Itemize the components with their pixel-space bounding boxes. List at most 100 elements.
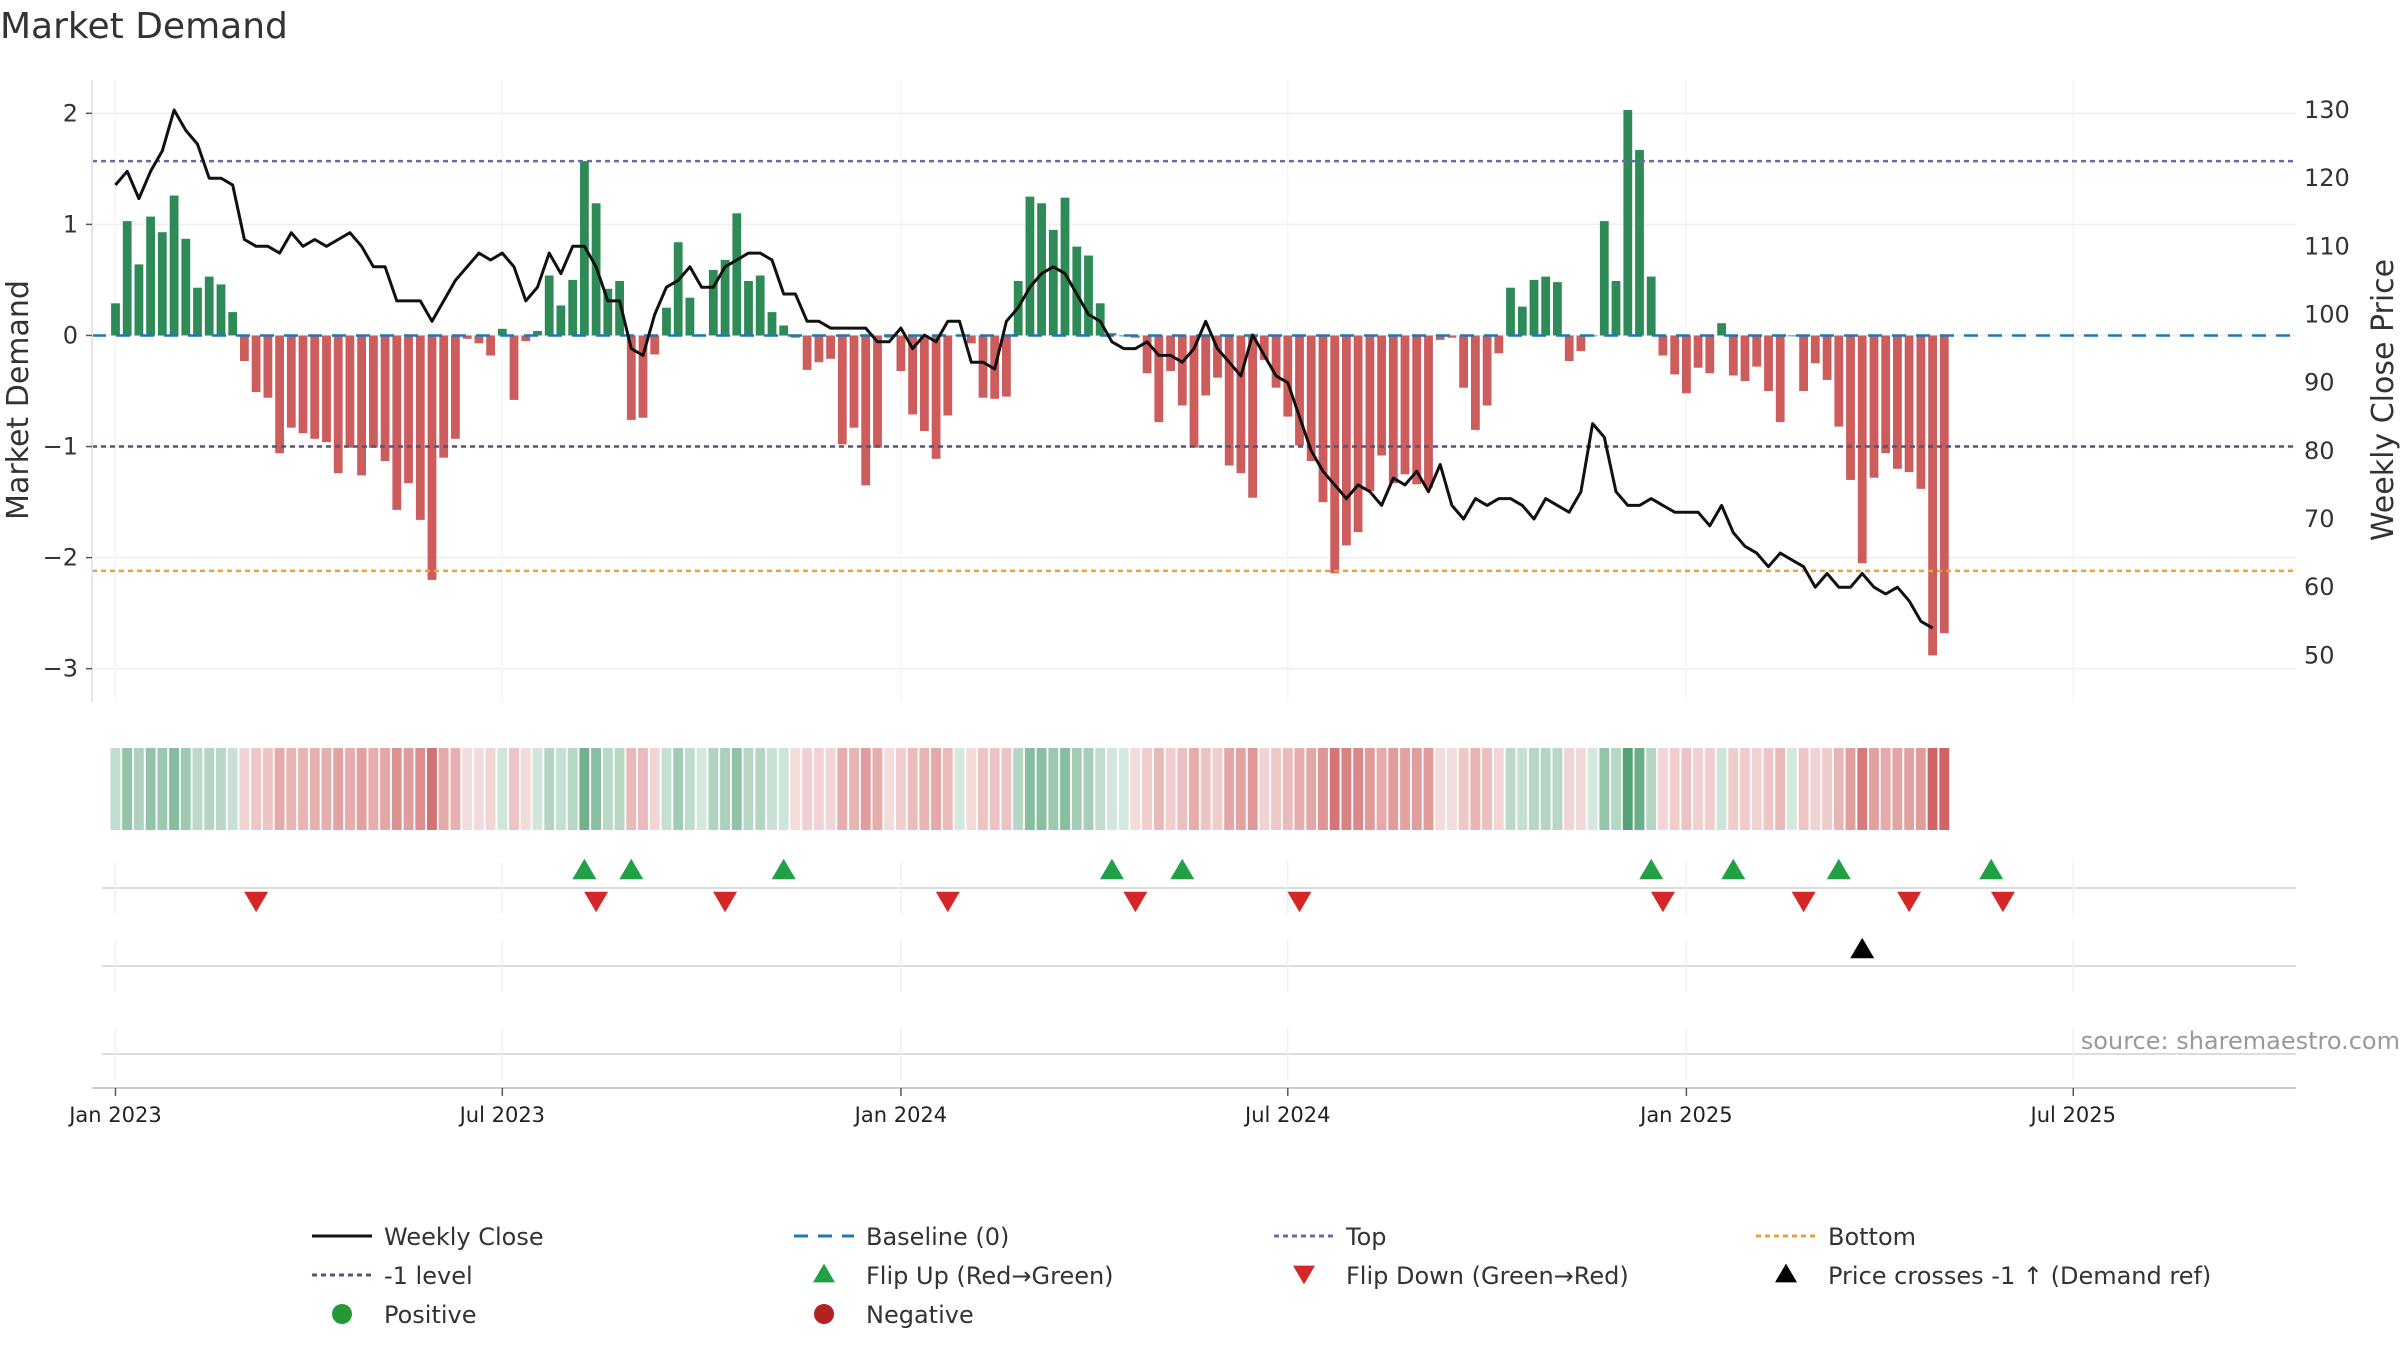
demand-bar <box>1623 110 1633 336</box>
right-tick-label: 110 <box>2304 232 2350 260</box>
demand-bar <box>1002 335 1011 397</box>
chart-title: Market Demand <box>0 6 288 47</box>
demand-bar <box>1342 335 1351 546</box>
legend-item: Top <box>1274 1223 1387 1251</box>
strip-cell <box>427 748 437 830</box>
legend-item: Bottom <box>1756 1223 1916 1251</box>
source-credit: source: sharemaestro.com <box>2081 1027 2400 1055</box>
demand-bar <box>1916 335 1926 489</box>
legend-item: Flip Up (Red→Green) <box>813 1262 1114 1290</box>
demand-bar <box>1447 335 1457 338</box>
demand-bar <box>228 312 238 336</box>
strip-cell <box>1915 748 1926 830</box>
strip-cell <box>262 748 273 830</box>
right-tick-label: 70 <box>2304 505 2335 533</box>
right-axis: 130 120 110 100 90 80 70 60 50 <box>2304 96 2350 669</box>
demand-bar <box>1377 335 1386 456</box>
demand-bar <box>1693 335 1703 368</box>
strip-cell <box>145 748 156 830</box>
strip-cell <box>239 748 250 830</box>
strip-cell <box>954 748 965 830</box>
demand-bar <box>1728 335 1738 376</box>
demand-bar <box>1166 335 1175 371</box>
legend-cross-icon <box>1775 1263 1797 1283</box>
legend-label: Top <box>1345 1223 1387 1251</box>
strip-cell <box>1259 748 1270 830</box>
demand-bar <box>1846 335 1855 480</box>
demand-bar <box>1353 335 1363 533</box>
demand-bar <box>1611 281 1621 336</box>
legend-flip-up-icon <box>813 1263 835 1283</box>
right-tick-label: 130 <box>2304 96 2350 124</box>
strip-cell <box>1388 748 1399 830</box>
strip-cell <box>767 748 777 830</box>
strip-cell <box>368 748 379 830</box>
strip-cell <box>1411 748 1422 830</box>
strip-cell <box>497 748 508 830</box>
strip-cell <box>825 748 836 830</box>
demand-bar <box>122 221 132 336</box>
demand-bar <box>497 328 507 336</box>
strip-cell <box>1564 748 1575 830</box>
strip-cell <box>1927 748 1938 830</box>
strip-cell <box>1775 748 1786 830</box>
strip-cell <box>884 748 895 830</box>
demand-bar <box>1213 335 1222 378</box>
strip-cell <box>1575 748 1586 830</box>
strip-cell <box>860 748 871 830</box>
demand-bar <box>146 216 155 336</box>
strip-cell <box>708 748 719 830</box>
strip-cell <box>1857 748 1868 830</box>
demand-bar <box>1142 335 1152 374</box>
right-tick-label: 60 <box>2304 573 2335 601</box>
x-tick-label: Jul 2024 <box>1243 1103 1330 1127</box>
flip-down-marker <box>1897 891 1922 913</box>
demand-bar <box>1025 196 1035 336</box>
flip-up-marker <box>1639 858 1664 880</box>
flip-up-marker <box>1826 858 1851 880</box>
strip-cell <box>1646 748 1657 830</box>
strip-cell <box>532 748 543 830</box>
strip-cell <box>1435 748 1446 830</box>
legend-positive-dot <box>332 1304 352 1324</box>
strip-cell <box>1470 748 1481 830</box>
strip-cell <box>133 748 144 830</box>
demand-bar <box>251 335 261 393</box>
strip-cell <box>1060 748 1070 830</box>
strip-cell <box>1376 748 1387 830</box>
strip-cell <box>1177 748 1188 830</box>
demand-bar <box>1400 335 1410 475</box>
demand-bar <box>779 325 789 336</box>
strip-cell <box>1341 748 1352 830</box>
demand-bar <box>1646 276 1656 336</box>
strip-cell <box>743 748 754 830</box>
legend-item: Weekly Close <box>312 1223 544 1251</box>
demand-bar <box>1799 335 1808 391</box>
strip-cell <box>1822 748 1832 830</box>
strip-cell <box>1798 748 1809 830</box>
flip-down-marker <box>1791 891 1816 913</box>
right-tick-label: 120 <box>2304 164 2350 192</box>
strip-cell <box>192 748 203 830</box>
flip-up-marker <box>572 858 597 880</box>
demand-bar <box>603 288 613 336</box>
strip-cell <box>1095 748 1106 830</box>
demand-bar <box>568 279 578 336</box>
demand-bar <box>966 335 976 344</box>
demand-bar <box>1635 150 1644 336</box>
demand-bar <box>216 284 226 336</box>
strip-cell <box>356 748 367 830</box>
demand-bar <box>357 335 366 476</box>
demand-bar <box>509 335 519 400</box>
strip-cell <box>661 748 672 830</box>
strip-cell <box>1271 748 1281 830</box>
right-tick-label: 80 <box>2304 437 2335 465</box>
demand-bar <box>1670 335 1680 375</box>
strip-cell <box>450 748 461 830</box>
strip-cell <box>849 748 859 830</box>
strip-cell <box>1716 748 1727 830</box>
strip-cell <box>837 748 848 830</box>
flip-up-marker <box>1099 858 1124 880</box>
demand-bar <box>1752 335 1762 367</box>
demand-bar <box>814 335 824 363</box>
